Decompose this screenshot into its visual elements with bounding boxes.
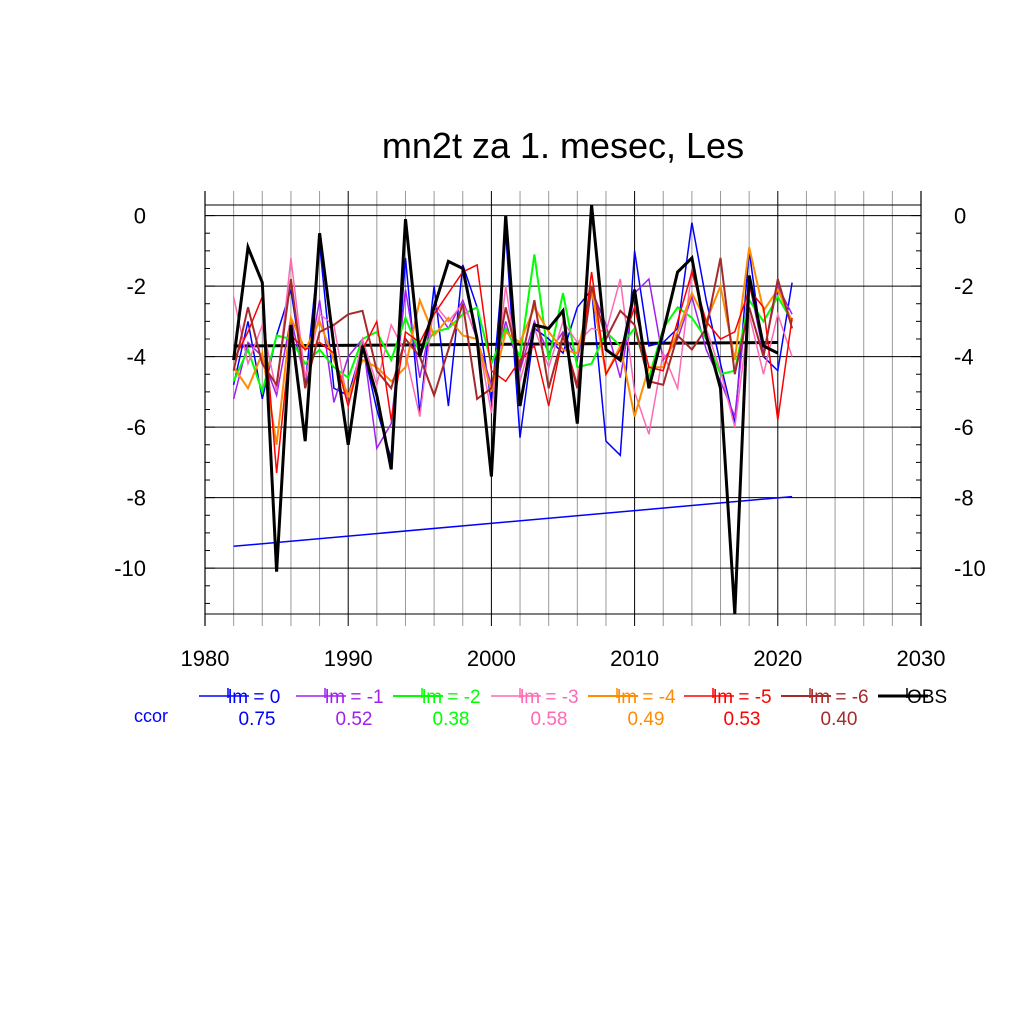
y-tick-label-right: -6 <box>954 415 974 440</box>
x-tick-label: 2020 <box>753 646 802 671</box>
grid <box>205 191 921 626</box>
legend-label: lm = -2 <box>422 687 481 708</box>
chart-title: mn2t za 1. mesec, Les <box>382 125 744 166</box>
correlation-value: 0.38 <box>433 709 470 730</box>
correlation-value: 0.49 <box>628 709 665 730</box>
correlation-value: 0.53 <box>724 709 761 730</box>
correlation-label: ccor <box>134 706 168 726</box>
legend-label: lm = -5 <box>713 687 772 708</box>
x-tick-label: 1980 <box>181 646 230 671</box>
correlation-value: 0.75 <box>239 709 276 730</box>
correlation-value: 0.40 <box>821 709 858 730</box>
legend-label: lm = -3 <box>520 687 579 708</box>
legend-label: lm = 0 <box>228 687 280 708</box>
series-line <box>232 254 793 396</box>
series-line <box>232 257 794 401</box>
legend-label: lm = -1 <box>325 687 384 708</box>
correlation-value: 0.58 <box>531 709 568 730</box>
x-tick-label: 1990 <box>324 646 373 671</box>
y-tick-label: -2 <box>126 274 146 299</box>
y-tick-label-right: -10 <box>954 556 986 581</box>
x-tick-label: 2000 <box>467 646 516 671</box>
y-tick-label-right: 0 <box>954 204 966 229</box>
axes: 0 0 -2 -2 -4 -4 -6 -6 -8 -8 -10 -10 1980 1990 2000 2010… <box>114 191 986 671</box>
y-tick-label: 0 <box>134 204 146 229</box>
legend-label: lm = -4 <box>617 687 676 708</box>
y-tick-label: -10 <box>114 556 146 581</box>
y-tick-label-right: -2 <box>954 274 974 299</box>
y-tick-label-right: -4 <box>954 345 974 370</box>
series-line <box>232 277 793 451</box>
x-tick-label: 2030 <box>897 646 946 671</box>
trend-line <box>233 495 793 548</box>
correlation-value: 0.52 <box>336 709 373 730</box>
y-tick-label: -6 <box>126 415 146 440</box>
y-tick-label: -4 <box>126 345 146 370</box>
y-tick-label-right: -8 <box>954 486 974 511</box>
x-tick-label: 2010 <box>610 646 659 671</box>
legend-label: lm = -6 <box>810 687 869 708</box>
y-tick-label: -8 <box>126 486 146 511</box>
series-group <box>232 204 794 615</box>
series-line <box>232 204 779 615</box>
legend-label: OBS <box>907 687 947 708</box>
